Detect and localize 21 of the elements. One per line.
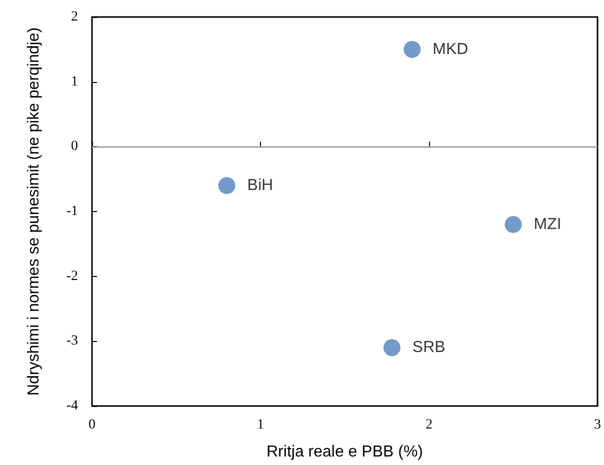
y-tick-label: -2 xyxy=(66,268,78,284)
series-label: SRB xyxy=(412,339,446,356)
y-tick-label: -1 xyxy=(66,204,78,219)
y-tick-label: 1 xyxy=(71,74,78,90)
point xyxy=(404,40,421,58)
point xyxy=(383,339,400,356)
x-axis-title: Rritja reale e PBB (%) xyxy=(266,444,423,460)
x-tick-label: 1 xyxy=(257,418,264,432)
y-tick-label: 0 xyxy=(71,139,78,154)
series-label: MZI xyxy=(534,216,562,233)
x-tick-label: 3 xyxy=(594,418,601,432)
series-label: BiH xyxy=(247,177,274,194)
x-tick-label: 2 xyxy=(426,418,432,432)
y-axis-title: Ndryshimi i normes se punesimit (ne pike perqindje) xyxy=(26,27,42,396)
series-label: MKD xyxy=(432,40,468,58)
y-tick-label: -3 xyxy=(66,334,78,349)
point xyxy=(504,216,522,233)
x-tick-label: 0 xyxy=(88,418,96,432)
y-tick-label: -4 xyxy=(66,398,78,414)
point xyxy=(218,177,236,194)
y-tick-label: 2 xyxy=(71,10,78,24)
